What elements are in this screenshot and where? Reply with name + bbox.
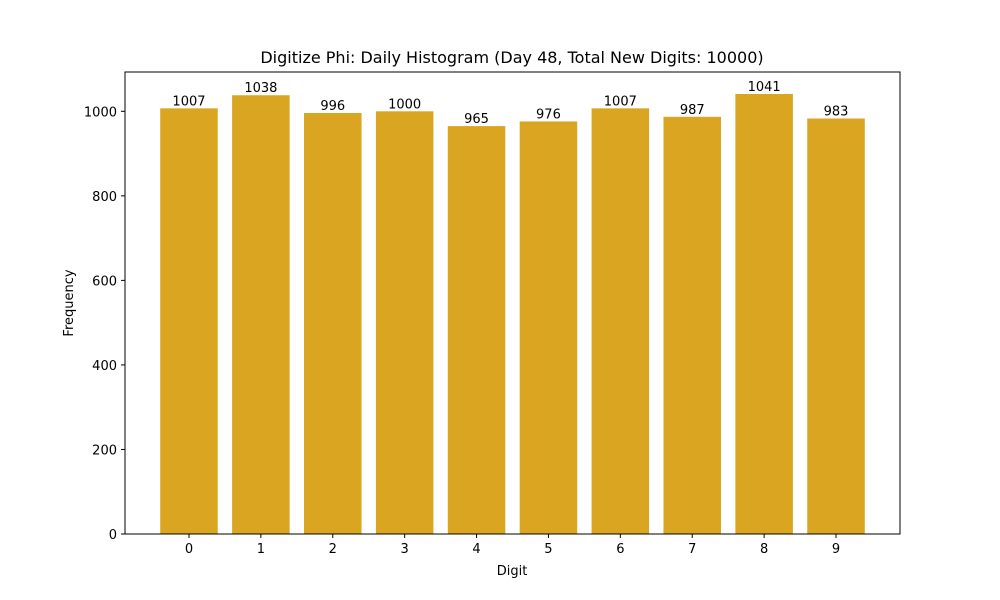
- bar-digit-1: [232, 95, 290, 535]
- bar-digit-5: [519, 121, 578, 534]
- x-tick-label: 9: [832, 542, 840, 557]
- x-tick-label: 4: [472, 542, 480, 557]
- y-axis-label: Frequency: [62, 269, 77, 336]
- bar-value-label: 1007: [172, 94, 205, 109]
- x-tick-label: 3: [401, 542, 409, 557]
- bar-value-label: 1038: [244, 81, 277, 96]
- y-tick-label: 1000: [84, 105, 117, 120]
- x-tick-label: 5: [544, 542, 552, 557]
- bar-digit-9: [807, 118, 865, 534]
- bars-group: [160, 93, 865, 535]
- bar-digit-3: [375, 111, 434, 535]
- bar-value-label: 983: [824, 104, 849, 119]
- x-tick-label: 8: [760, 542, 768, 557]
- bar-value-label: 987: [680, 103, 705, 118]
- y-tick-label: 0: [109, 528, 117, 543]
- y-tick-label: 800: [92, 190, 117, 205]
- bar-value-label: 1041: [748, 80, 781, 95]
- bar-digit-0: [160, 108, 218, 535]
- y-axis: 0 200 400 600 800 1000: [84, 105, 125, 543]
- x-tick-label: 0: [185, 542, 193, 557]
- x-tick-label: 6: [616, 542, 624, 557]
- x-tick-label: 2: [329, 542, 337, 557]
- bar-value-label: 965: [464, 112, 489, 127]
- y-tick-label: 600: [92, 274, 117, 289]
- x-axis: 0 1 2 3 4 5 6 7 8 9: [185, 534, 840, 557]
- bar-value-label: 976: [536, 107, 561, 122]
- bar-labels-group: 1007 1038 996 1000 965 976 1007 987 1041 983: [172, 80, 848, 127]
- x-tick-label: 7: [688, 542, 696, 557]
- plot-frame: [124, 71, 901, 535]
- bar-digit-4: [447, 126, 506, 534]
- bar-digit-2: [304, 113, 362, 534]
- bar-digit-8: [735, 93, 793, 535]
- bar-digit-7: [663, 116, 721, 535]
- x-axis-label: Digit: [497, 564, 528, 579]
- bar-digit-6: [591, 108, 650, 535]
- bar-value-label: 996: [320, 99, 345, 114]
- y-tick-label: 400: [92, 359, 117, 374]
- bar-value-label: 1007: [604, 94, 637, 109]
- x-tick-label: 1: [257, 542, 265, 557]
- chart-title: Digitize Phi: Daily Histogram (Day 48, T…: [260, 48, 763, 67]
- bar-value-label: 1000: [388, 97, 421, 112]
- y-tick-label: 200: [92, 443, 117, 458]
